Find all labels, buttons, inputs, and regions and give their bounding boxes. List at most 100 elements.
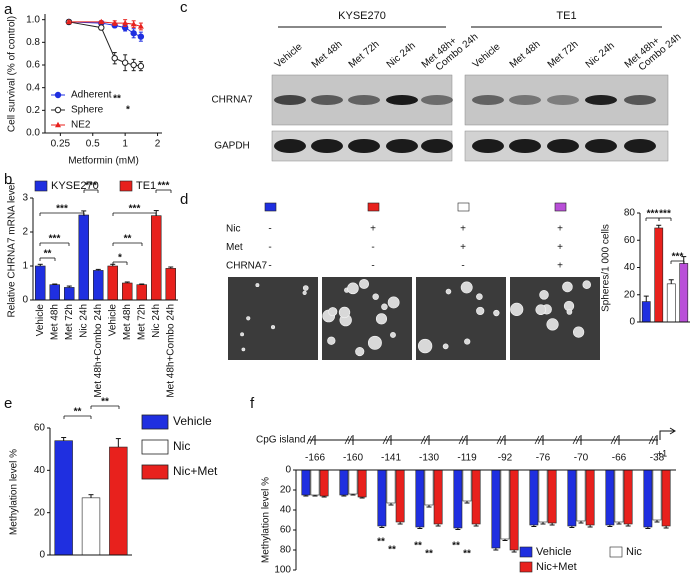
marker bbox=[54, 106, 62, 114]
y-tick-label: 60 bbox=[34, 423, 46, 434]
sphere bbox=[270, 325, 276, 330]
bar bbox=[576, 469, 586, 522]
sphere bbox=[372, 293, 379, 300]
sphere bbox=[493, 309, 500, 317]
sphere bbox=[255, 283, 260, 288]
tss-arrow bbox=[659, 427, 676, 440]
bar bbox=[54, 440, 73, 556]
bar bbox=[339, 469, 349, 496]
y-tick-label: 60 bbox=[624, 235, 636, 246]
significance: ** bbox=[124, 234, 132, 245]
blot-band bbox=[624, 95, 656, 105]
bar bbox=[35, 265, 46, 301]
y-axis-title: Spheres/1 000 cells bbox=[601, 224, 612, 312]
x-tick-label: Met 72h bbox=[136, 304, 147, 340]
error-bar bbox=[578, 521, 584, 524]
bar bbox=[453, 469, 463, 529]
error-bar bbox=[168, 266, 174, 269]
bar bbox=[538, 469, 548, 523]
bar bbox=[386, 469, 396, 504]
error-bar bbox=[397, 522, 403, 525]
y-tick-label: 1 bbox=[22, 261, 28, 272]
lane-label-line: Nic 24h bbox=[385, 40, 418, 70]
cpg-break bbox=[420, 435, 426, 445]
bar bbox=[605, 469, 615, 526]
bar bbox=[151, 215, 162, 301]
marker bbox=[111, 19, 118, 26]
legend-swatch bbox=[34, 180, 48, 192]
cpg-break bbox=[496, 435, 502, 445]
sphere-image bbox=[322, 277, 412, 360]
bar bbox=[679, 263, 689, 323]
y-tick-label: 0.6 bbox=[26, 60, 40, 71]
sphere bbox=[302, 290, 307, 295]
error-bar bbox=[37, 263, 43, 266]
condition-mark: + bbox=[370, 224, 376, 235]
y-tick-label: 20 bbox=[624, 289, 636, 300]
cpg-break bbox=[613, 435, 619, 445]
sphere bbox=[417, 338, 433, 354]
x-tick-label: Vehicle bbox=[35, 304, 46, 337]
blot-band bbox=[624, 139, 656, 153]
error-bar bbox=[668, 279, 674, 284]
lane-label-line: Met 72h bbox=[546, 39, 581, 71]
error-bar bbox=[426, 505, 432, 508]
bar bbox=[64, 287, 75, 301]
category-label: -160 bbox=[343, 453, 363, 464]
x-tick-label: Met 48h bbox=[122, 304, 133, 340]
legend-label: KYSE270 bbox=[51, 180, 99, 192]
cpg-break bbox=[423, 435, 429, 445]
bar bbox=[93, 270, 104, 301]
category-label: -141 bbox=[381, 453, 401, 464]
sphere bbox=[359, 278, 370, 289]
condition-mark: + bbox=[557, 224, 563, 235]
blot-group: KYSE270 bbox=[338, 10, 386, 22]
lane-label-line: Met 48h bbox=[508, 39, 543, 71]
y-tick-label: 0.4 bbox=[26, 82, 40, 93]
error-bar bbox=[321, 496, 327, 498]
y-tick-label: 3 bbox=[22, 193, 28, 204]
sphere-image bbox=[228, 277, 318, 360]
bar bbox=[377, 469, 387, 527]
condition-mark: - bbox=[268, 224, 271, 235]
legend-swatch bbox=[519, 561, 533, 573]
x-tick-label: 0.5 bbox=[86, 139, 100, 150]
x-tick-label: Vehicle bbox=[107, 304, 118, 337]
significance: *** bbox=[158, 181, 170, 192]
sphere bbox=[464, 338, 471, 345]
significance: ** bbox=[377, 537, 385, 548]
error-bar bbox=[464, 501, 470, 504]
category-label: -119 bbox=[457, 453, 477, 464]
blot-band bbox=[421, 139, 453, 153]
y-tick-label: 40 bbox=[34, 465, 46, 476]
category-label: -92 bbox=[498, 453, 513, 464]
sphere bbox=[241, 347, 246, 352]
lane-label-line: Vehicle bbox=[273, 41, 305, 70]
error-bar bbox=[303, 495, 309, 497]
sphere bbox=[328, 307, 338, 317]
bar bbox=[491, 469, 501, 549]
significance: *** bbox=[672, 252, 684, 263]
y-tick-label: 0.8 bbox=[26, 37, 40, 48]
error-bar bbox=[88, 494, 94, 498]
cpg-break bbox=[651, 435, 657, 445]
sphere bbox=[327, 336, 336, 345]
error-bar bbox=[455, 528, 461, 530]
y-tick-label: 0.0 bbox=[26, 128, 40, 139]
error-bar bbox=[379, 526, 385, 528]
marker bbox=[130, 21, 137, 27]
bar bbox=[136, 284, 147, 301]
error-bar bbox=[643, 295, 649, 302]
x-tick-label: 0.25 bbox=[51, 139, 71, 150]
y-tick-label: 100 bbox=[274, 565, 291, 576]
cpg-break bbox=[572, 435, 578, 445]
significance: *** bbox=[647, 209, 659, 220]
marker bbox=[137, 62, 145, 70]
legend-label: Nic bbox=[173, 439, 190, 453]
blot-band bbox=[585, 95, 617, 105]
legend-label: Nic bbox=[626, 546, 642, 558]
error-bar bbox=[61, 437, 67, 441]
bar bbox=[666, 283, 676, 323]
condition-mark: - bbox=[371, 242, 374, 253]
